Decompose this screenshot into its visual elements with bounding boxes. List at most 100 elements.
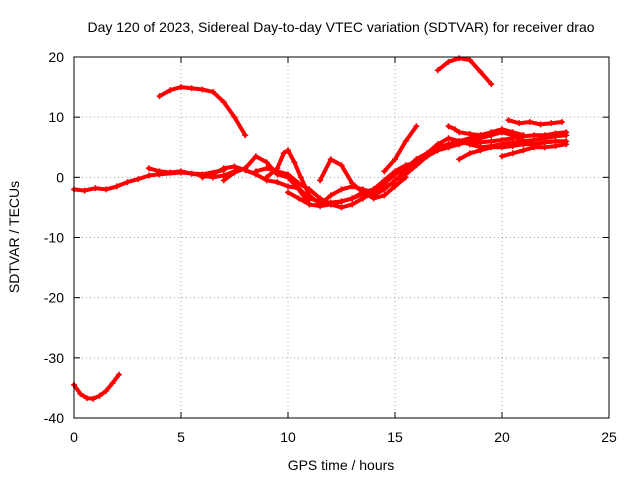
data-point <box>145 165 152 172</box>
data-point <box>520 141 527 148</box>
data-series <box>71 55 570 402</box>
data-point <box>124 179 131 186</box>
data-point <box>109 380 116 387</box>
data-point <box>295 195 302 202</box>
axis-ticks: 0 5 10 15 20 25 -40 -30 -20 -10 0 10 20 <box>44 49 617 445</box>
data-point <box>526 118 533 125</box>
series-arc-18-markers <box>445 123 527 139</box>
data-point <box>135 176 142 183</box>
data-point <box>392 171 398 178</box>
y-tick-label: -40 <box>44 410 64 426</box>
data-point <box>295 186 302 193</box>
data-point <box>338 204 345 211</box>
data-point <box>231 114 238 121</box>
data-point <box>434 67 441 74</box>
data-point <box>516 120 523 127</box>
data-point <box>274 165 281 172</box>
data-point <box>370 192 377 199</box>
data-point <box>359 189 366 196</box>
data-point <box>115 371 122 378</box>
data-point <box>252 153 259 160</box>
series-arc-17-markers <box>434 55 495 88</box>
data-point <box>349 201 356 208</box>
data-point <box>83 395 90 402</box>
data-point <box>466 57 473 64</box>
series-arc-7 <box>253 160 419 210</box>
series-arc-19-markers <box>456 138 570 163</box>
series-arc-3 <box>146 166 248 180</box>
data-point <box>274 179 281 186</box>
data-point <box>488 81 495 88</box>
data-point <box>509 129 516 136</box>
series-arc-14-markers <box>381 123 420 175</box>
chart-title: Day 120 of 2023, Sidereal Day-to-day VTE… <box>87 19 594 35</box>
data-point <box>338 186 345 193</box>
data-point <box>548 120 555 127</box>
series-arc-1-markers <box>71 371 122 402</box>
x-tick-label: 0 <box>70 429 78 445</box>
series-arc-4 <box>157 85 248 138</box>
data-point <box>263 174 270 181</box>
data-point <box>488 144 495 151</box>
data-point <box>558 118 565 125</box>
data-point <box>188 170 195 177</box>
data-point <box>96 392 103 399</box>
data-point <box>349 195 356 202</box>
data-point <box>563 141 570 148</box>
data-point <box>552 143 559 150</box>
data-point <box>280 150 287 157</box>
data-point <box>327 192 334 199</box>
data-point <box>92 185 99 192</box>
data-point <box>445 144 452 151</box>
data-point <box>210 171 217 178</box>
data-point <box>178 84 184 91</box>
series-arc-4-markers <box>156 84 249 139</box>
data-point <box>477 132 484 139</box>
x-tick-label: 15 <box>387 429 403 445</box>
data-point <box>509 150 516 157</box>
data-point <box>297 174 304 181</box>
data-point <box>220 165 227 172</box>
data-point <box>291 159 298 166</box>
x-tick-label: 5 <box>177 429 185 445</box>
data-point <box>541 144 548 151</box>
data-point <box>210 88 217 95</box>
data-point <box>456 156 463 163</box>
data-point <box>424 150 431 157</box>
data-point <box>456 129 463 136</box>
data-point <box>81 187 88 194</box>
grid <box>74 57 609 418</box>
data-point <box>413 162 420 169</box>
data-point <box>199 86 206 93</box>
data-point <box>188 85 195 92</box>
data-point <box>505 117 512 124</box>
series-arc-21-markers <box>505 117 565 128</box>
data-point <box>392 156 398 163</box>
data-point <box>392 177 398 184</box>
data-point <box>402 171 409 178</box>
series-arc-11-markers <box>317 156 409 202</box>
data-point <box>402 138 409 145</box>
data-point <box>145 172 152 179</box>
data-point <box>434 141 441 148</box>
data-point <box>327 199 334 206</box>
data-point <box>220 99 227 106</box>
data-point <box>306 195 313 202</box>
data-point <box>381 192 388 199</box>
data-point <box>349 180 356 187</box>
data-point <box>90 395 97 402</box>
data-point <box>520 132 527 139</box>
data-point <box>499 126 505 133</box>
data-point <box>477 69 484 76</box>
data-point <box>103 387 110 394</box>
x-tick-label: 20 <box>494 429 510 445</box>
data-point <box>231 169 238 176</box>
data-point <box>285 171 291 178</box>
y-tick-label: 20 <box>48 49 64 65</box>
data-point <box>445 123 452 130</box>
series-arc-14 <box>382 124 419 174</box>
y-tick-label: -30 <box>44 350 64 366</box>
data-point <box>466 141 473 148</box>
data-point <box>317 198 324 205</box>
series-arc-17 <box>435 56 494 87</box>
